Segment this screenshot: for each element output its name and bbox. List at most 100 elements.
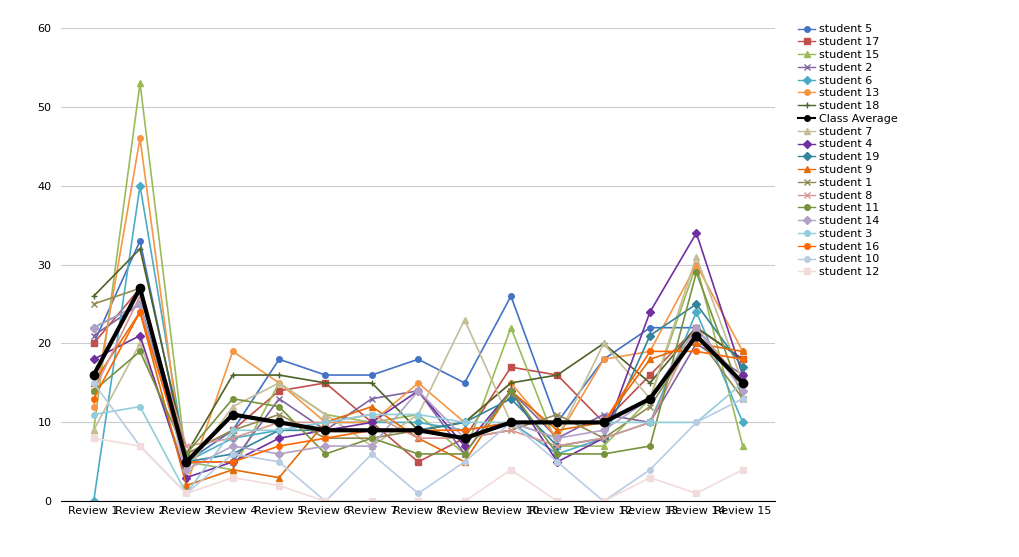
student 11 xyxy=(690,269,702,276)
student 1 xyxy=(690,332,702,339)
Class Average xyxy=(88,372,100,378)
student 5 xyxy=(550,419,562,426)
student 9 xyxy=(273,474,285,481)
student 2 xyxy=(180,458,193,465)
student 7 xyxy=(366,443,378,449)
student 7 xyxy=(550,435,562,442)
student 4 xyxy=(643,309,655,315)
student 18 xyxy=(180,451,193,457)
student 15 xyxy=(273,380,285,387)
student 7 xyxy=(319,411,331,418)
student 12 xyxy=(226,474,238,481)
student 1 xyxy=(736,395,748,402)
student 17 xyxy=(550,372,562,378)
student 15 xyxy=(88,427,100,433)
student 11 xyxy=(504,388,517,394)
student 12 xyxy=(504,466,517,473)
student 2 xyxy=(690,340,702,347)
student 6 xyxy=(319,419,331,426)
student 3 xyxy=(690,419,702,426)
student 4 xyxy=(597,435,609,442)
student 19 xyxy=(412,427,424,433)
Class Average xyxy=(458,435,470,442)
Line: student 12: student 12 xyxy=(91,436,745,504)
student 6 xyxy=(643,419,655,426)
student 11 xyxy=(366,435,378,442)
student 19 xyxy=(736,364,748,370)
Line: student 5: student 5 xyxy=(91,238,745,465)
student 2 xyxy=(458,451,470,457)
student 14 xyxy=(180,466,193,473)
Class Average xyxy=(736,380,748,387)
student 15 xyxy=(133,80,146,86)
student 15 xyxy=(643,395,655,402)
student 14 xyxy=(643,395,655,402)
student 6 xyxy=(133,182,146,189)
student 13 xyxy=(412,380,424,387)
student 10 xyxy=(690,419,702,426)
student 12 xyxy=(319,498,331,505)
student 5 xyxy=(180,458,193,465)
student 19 xyxy=(643,332,655,339)
student 15 xyxy=(366,419,378,426)
student 13 xyxy=(319,419,331,426)
student 8 xyxy=(690,324,702,331)
Line: student 2: student 2 xyxy=(91,301,745,465)
student 1 xyxy=(550,411,562,418)
Class Average xyxy=(226,411,238,418)
student 4 xyxy=(458,443,470,449)
student 1 xyxy=(88,301,100,307)
student 19 xyxy=(458,419,470,426)
student 11 xyxy=(458,451,470,457)
student 6 xyxy=(226,435,238,442)
student 12 xyxy=(597,498,609,505)
Line: student 15: student 15 xyxy=(91,80,745,472)
student 7 xyxy=(412,411,424,418)
student 6 xyxy=(550,451,562,457)
student 6 xyxy=(180,458,193,465)
student 4 xyxy=(133,332,146,339)
student 1 xyxy=(504,427,517,433)
student 7 xyxy=(458,316,470,323)
student 15 xyxy=(319,411,331,418)
student 15 xyxy=(690,261,702,268)
student 13 xyxy=(273,380,285,387)
student 17 xyxy=(690,324,702,331)
student 1 xyxy=(180,451,193,457)
student 19 xyxy=(690,301,702,307)
student 2 xyxy=(736,372,748,378)
student 16 xyxy=(366,427,378,433)
student 14 xyxy=(366,443,378,449)
Legend: student 5, student 17, student 15, student 2, student 6, student 13, student 18,: student 5, student 17, student 15, stude… xyxy=(795,22,900,280)
student 18 xyxy=(736,356,748,363)
student 9 xyxy=(690,340,702,347)
student 12 xyxy=(180,490,193,497)
student 10 xyxy=(88,380,100,387)
Class Average xyxy=(412,427,424,433)
student 19 xyxy=(504,395,517,402)
student 8 xyxy=(226,435,238,442)
Class Average xyxy=(319,427,331,433)
student 8 xyxy=(366,411,378,418)
student 7 xyxy=(504,419,517,426)
student 15 xyxy=(458,451,470,457)
student 16 xyxy=(736,356,748,363)
Line: student 17: student 17 xyxy=(91,286,745,465)
student 18 xyxy=(226,372,238,378)
student 1 xyxy=(226,427,238,433)
student 14 xyxy=(690,324,702,331)
student 9 xyxy=(504,388,517,394)
student 7 xyxy=(643,395,655,402)
student 18 xyxy=(273,372,285,378)
student 5 xyxy=(226,427,238,433)
student 13 xyxy=(366,419,378,426)
student 17 xyxy=(133,285,146,292)
student 5 xyxy=(458,380,470,387)
student 4 xyxy=(273,435,285,442)
student 16 xyxy=(133,309,146,315)
Line: student 13: student 13 xyxy=(91,135,745,488)
student 18 xyxy=(133,246,146,252)
student 19 xyxy=(226,451,238,457)
student 7 xyxy=(88,427,100,433)
student 2 xyxy=(319,427,331,433)
